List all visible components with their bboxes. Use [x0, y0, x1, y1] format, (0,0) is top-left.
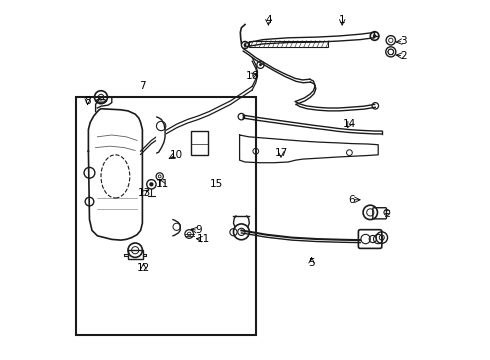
Polygon shape	[88, 109, 143, 240]
Text: 12: 12	[137, 263, 150, 273]
Text: 10: 10	[170, 150, 183, 160]
Text: 4: 4	[265, 15, 272, 25]
Bar	[191, 131, 208, 155]
Text: 1: 1	[339, 15, 345, 25]
Text: 13: 13	[138, 188, 151, 198]
Text: 9: 9	[195, 225, 201, 235]
Polygon shape	[173, 220, 180, 236]
Text: 2: 2	[400, 51, 407, 61]
Bar	[128, 250, 143, 259]
Text: 15: 15	[210, 179, 223, 189]
Polygon shape	[157, 117, 165, 153]
Text: 16: 16	[245, 71, 259, 81]
Text: 17: 17	[274, 148, 288, 158]
Bar	[76, 97, 256, 335]
Circle shape	[244, 44, 246, 46]
Circle shape	[149, 182, 153, 186]
Text: 5: 5	[308, 258, 315, 268]
Bar	[248, 41, 328, 47]
Circle shape	[259, 63, 262, 66]
Text: 6: 6	[348, 195, 355, 205]
Text: 7: 7	[139, 81, 146, 91]
Text: 11: 11	[197, 234, 210, 244]
Text: 3: 3	[400, 36, 407, 46]
Circle shape	[373, 34, 376, 38]
Text: 11: 11	[156, 179, 169, 189]
Text: 8: 8	[84, 96, 91, 106]
Text: 14: 14	[343, 119, 356, 129]
